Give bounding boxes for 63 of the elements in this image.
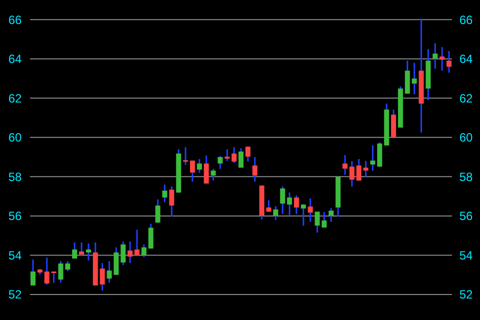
candlestick xyxy=(51,270,56,284)
candlestick xyxy=(245,146,250,162)
y-tick-label: 56 xyxy=(8,209,22,224)
candlestick xyxy=(190,160,195,182)
candlestick xyxy=(141,244,146,258)
y2-tick-label: 64 xyxy=(459,52,473,66)
candlestick xyxy=(196,158,202,174)
candlestick xyxy=(294,194,299,215)
candlestick xyxy=(238,147,244,168)
candlestick xyxy=(44,256,50,286)
y-tick-label: 60 xyxy=(8,130,22,145)
y2-tick-label: 60 xyxy=(459,130,473,145)
candlestick xyxy=(391,108,396,138)
candlestick xyxy=(412,62,417,95)
candlestick xyxy=(377,142,382,168)
candlestick xyxy=(446,50,452,74)
candlestick xyxy=(218,155,223,170)
candlestick xyxy=(155,198,160,224)
candlestick xyxy=(128,240,133,264)
candlestick xyxy=(308,198,313,223)
candlestick xyxy=(363,160,368,178)
candlestick xyxy=(440,46,445,72)
candlestick xyxy=(273,205,278,221)
candlestick xyxy=(134,228,140,256)
y-tick-label: 64 xyxy=(8,52,22,66)
candlestick xyxy=(280,186,286,215)
candlestick xyxy=(252,156,258,182)
candlestick xyxy=(432,42,438,70)
y2-tick-label: 54 xyxy=(459,248,473,262)
y2-tick-label: 66 xyxy=(459,12,473,27)
candlestick xyxy=(204,154,209,184)
candlestick xyxy=(169,186,174,218)
candlestick xyxy=(300,203,306,227)
candlestick xyxy=(79,242,84,256)
y2-tick-label: 62 xyxy=(459,91,473,106)
y2-tick-label: 52 xyxy=(459,288,473,302)
candlestick xyxy=(224,148,230,162)
candlestick xyxy=(349,160,354,188)
candlestick xyxy=(328,207,334,223)
y-tick-label: 66 xyxy=(8,12,22,27)
candlestick xyxy=(232,146,237,164)
candlestick xyxy=(65,260,70,272)
y-tick-label: 52 xyxy=(8,288,22,302)
candlestick xyxy=(356,158,362,182)
candlestick xyxy=(287,192,292,217)
y2-tick-label: 56 xyxy=(459,209,473,224)
y-tick-label: 54 xyxy=(8,248,22,262)
y-tick-label: 58 xyxy=(8,170,22,184)
candlestick xyxy=(404,60,410,94)
candlestick xyxy=(148,223,154,250)
y2-tick-label: 58 xyxy=(459,170,473,184)
candlestick xyxy=(72,242,78,260)
candlestick xyxy=(58,260,64,284)
candlestick xyxy=(162,184,168,203)
candlestick xyxy=(370,144,376,172)
candlestick xyxy=(30,258,36,286)
candlestick xyxy=(120,240,126,266)
candlestick xyxy=(342,154,348,176)
y-tick-label: 62 xyxy=(8,91,22,106)
candlestick xyxy=(210,168,216,182)
candlestick xyxy=(86,242,91,262)
candlestick xyxy=(100,262,105,292)
candlestick xyxy=(183,146,188,166)
